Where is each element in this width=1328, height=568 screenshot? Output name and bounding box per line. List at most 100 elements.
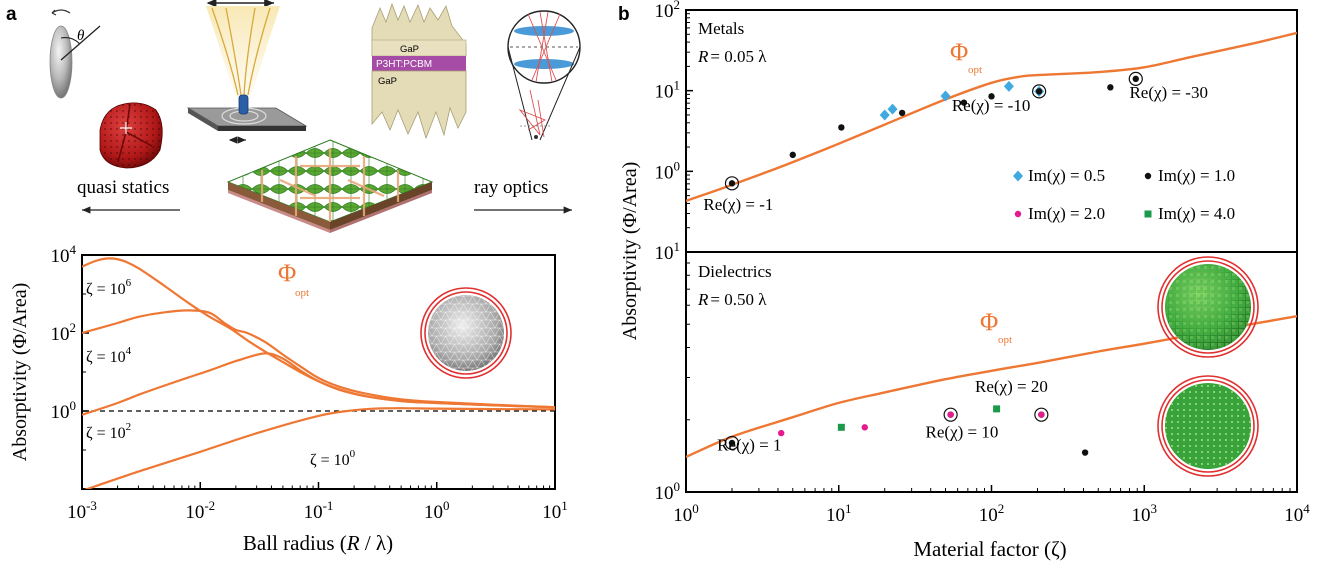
data-point-im10 <box>898 109 906 117</box>
gap-top-label: GaP <box>400 44 419 55</box>
mesh-ball-inset <box>420 287 512 379</box>
panel-b-x-tick-label: 100 <box>673 501 699 526</box>
data-point-im10 <box>1132 75 1139 83</box>
panel-a-y-tick-label: 100 <box>51 398 77 423</box>
panel-b-x-tick-label: 104 <box>1284 501 1310 526</box>
panel-a-y-tick-label: 104 <box>51 242 77 267</box>
data-point-im20 <box>1038 411 1045 418</box>
legend-label-im20: Im(χ) = 2.0 <box>1028 204 1105 223</box>
panel-a-y-tick-label: 102 <box>51 320 77 345</box>
ray-tracing-icon <box>507 10 581 141</box>
data-point-im05 <box>1003 80 1014 92</box>
re-chi-annotation: Re(χ) = -10 <box>952 96 1031 115</box>
panel-b-x-tick-label: 102 <box>979 501 1005 526</box>
metasurface-icon <box>226 139 434 233</box>
metals-title: Metals <box>698 19 744 38</box>
panel-a-x-tick-label: 10-2 <box>185 498 215 523</box>
panel-a-y-axis-label: Absorptivity (Φ/Area) <box>9 283 31 461</box>
circled-point-ring <box>1034 407 1049 422</box>
re-chi-annotation: Re(χ) = 1 <box>717 435 781 454</box>
data-point-im10 <box>728 439 736 447</box>
voxel-ball-inset-top <box>1157 256 1259 358</box>
rotating-ellipsoid-icon: θ <box>49 9 101 99</box>
data-point-im05 <box>887 103 898 115</box>
panel-a-x-tick-label: 10-1 <box>304 498 334 523</box>
dielectrics-title: Dielectrics <box>698 262 772 281</box>
legend-marker-im10 <box>1144 172 1152 180</box>
data-point-im05 <box>879 109 890 121</box>
data-point-im10 <box>960 99 968 106</box>
phi-opt-subscript-a: opt <box>295 287 309 299</box>
re-chi-annotation: Re(χ) = -30 <box>1129 83 1208 102</box>
data-point-im10 <box>789 151 796 159</box>
circled-point-ring <box>1032 84 1047 99</box>
metals-radius-label: R = 0.05 λ <box>697 47 767 66</box>
data-point-im10 <box>838 124 845 131</box>
data-point-im10 <box>1081 449 1089 456</box>
data-point-im40 <box>837 423 845 431</box>
circled-point-ring <box>1128 71 1143 86</box>
phi-opt-label-metals: Φ <box>950 39 968 66</box>
ray-optics-label: ray optics <box>474 177 548 198</box>
panel-b-chart: b 102 101 100 101 100 100 101 102 103 104 Re(χ) … <box>618 0 1310 561</box>
quasi-statics-label: quasi statics <box>77 177 169 198</box>
metal-ball-icon <box>99 102 163 169</box>
phi-opt-label-dielectrics: Φ <box>980 309 998 336</box>
data-point-im10 <box>728 180 736 187</box>
voxel-ball-inset-bottom <box>1157 375 1259 477</box>
re-chi-annotation: Re(χ) = -1 <box>703 195 773 214</box>
panel-b-x-tick-label: 103 <box>1132 501 1158 526</box>
legend-marker-im05 <box>1013 170 1023 182</box>
panel-b-letter: b <box>618 4 630 25</box>
panel-a-letter: a <box>6 4 17 25</box>
phi-opt-curve <box>82 309 555 409</box>
re-chi-annotation: Re(χ) = 10 <box>926 422 999 441</box>
nanoantenna-icon <box>186 0 308 144</box>
panel-a-chart: 10-3 10-2 10-1 100 101 104 102 100 ζ = 106 ζ = … <box>9 242 568 555</box>
panel-b-y-axis-label: Absorptivity (Φ/Area) <box>619 162 641 340</box>
circled-point-ring <box>724 435 740 451</box>
legend-label-im10: Im(χ) = 1.0 <box>1158 166 1235 185</box>
theta-label: θ <box>77 28 85 44</box>
panel-b-x-axis-label: Material factor (ζ) <box>913 537 1066 561</box>
metals-y-tick-label: 102 <box>655 0 681 22</box>
legend-label-im40: Im(χ) = 4.0 <box>1158 204 1235 223</box>
data-point-im20 <box>778 429 785 437</box>
data-point-im10 <box>1035 88 1043 95</box>
phi-opt-subscript-dielectrics: opt <box>998 334 1012 346</box>
re-chi-annotation: Re(χ) = 20 <box>975 377 1048 396</box>
middle-layer-label: P3HT:PCBM <box>376 59 432 70</box>
data-point-im05 <box>940 90 951 102</box>
panel-b-x-tick-label: 101 <box>826 501 852 526</box>
data-point-im10 <box>988 93 995 100</box>
metals-y-tick-label: 101 <box>655 78 681 103</box>
panel-b-legend: Im(χ) = 0.5 Im(χ) = 1.0 Im(χ) = 2.0 Im(χ) =… <box>1013 166 1235 223</box>
phi-opt-curve <box>83 407 555 489</box>
panel-a-x-tick-label: 10-3 <box>67 498 97 523</box>
dielectrics-y-tick-label: 101 <box>655 239 681 264</box>
panel-a-x-tick-label: 100 <box>424 498 450 523</box>
panel-a-schematic: a θ GaP P3HT: <box>6 0 581 233</box>
dielectrics-radius-label: R = 0.50 λ <box>697 290 767 309</box>
phi-opt-curve <box>82 352 555 416</box>
phi-opt-subscript-metals: opt <box>968 64 982 76</box>
zeta-curve-label: ζ = 104 <box>86 345 132 366</box>
legend-marker-im20 <box>1014 210 1022 218</box>
panel-a-x-tick-label: 101 <box>542 498 568 523</box>
dielectrics-y-tick-label: 100 <box>655 479 681 504</box>
data-point-im40 <box>993 405 1001 413</box>
zeta-curve-label: ζ = 102 <box>86 421 131 442</box>
phi-opt-curve-metals <box>686 31 1297 203</box>
metals-y-tick-label: 100 <box>655 158 681 183</box>
gap-bottom-label: GaP <box>378 76 397 87</box>
panel-a-x-axis-label: Ball radius (R / λ) <box>243 531 393 555</box>
legend-marker-im40 <box>1144 210 1152 218</box>
data-point-im10 <box>1107 84 1114 91</box>
legend-label-im05: Im(χ) = 0.5 <box>1028 166 1105 185</box>
zeta-curve-label: ζ = 100 <box>310 448 356 469</box>
phi-opt-label-a: Φ <box>278 260 296 287</box>
circled-point-ring <box>943 407 958 422</box>
data-point-im20 <box>861 424 868 431</box>
solar-cell-icon: GaP P3HT:PCBM GaP <box>371 2 467 140</box>
